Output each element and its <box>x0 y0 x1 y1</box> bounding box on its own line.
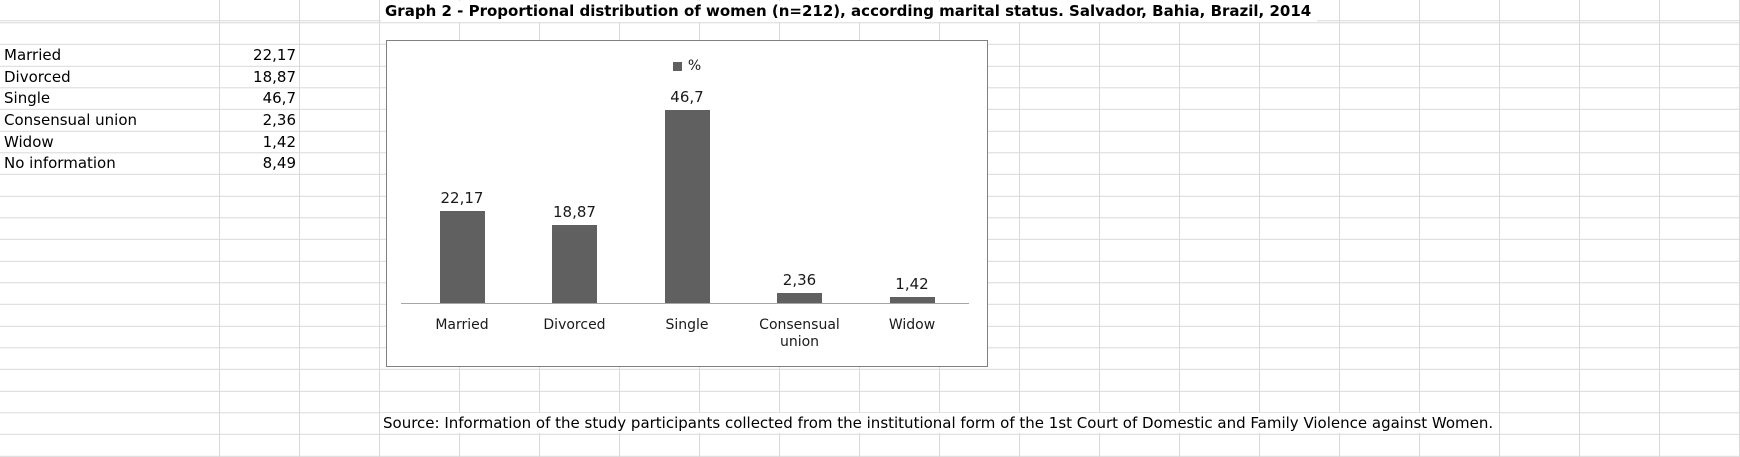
x-axis-line <box>401 303 969 304</box>
bar-value-label: 1,42 <box>895 275 929 293</box>
table-cell-label[interactable]: Consensual union <box>4 110 138 129</box>
plot-area: 22,17 18,87 46,7 2,36 1,42 <box>387 41 987 303</box>
source-note-cell[interactable]: Source: Information of the study partici… <box>381 413 1500 433</box>
legend-label: % <box>687 58 702 74</box>
table-row: Divorced 18,87 <box>0 67 300 89</box>
category-label: Married <box>435 317 489 333</box>
category-label: Divorced <box>543 317 606 333</box>
table-row: Consensual union 2,36 <box>0 110 300 132</box>
table-cell-value[interactable]: 46,7 <box>262 89 296 108</box>
table-row: Married 22,17 <box>0 45 300 67</box>
legend-swatch-icon <box>672 61 682 71</box>
bar-single[interactable] <box>664 110 710 303</box>
bar-value-label: 46,7 <box>670 88 704 106</box>
bar-value-label: 18,87 <box>553 203 596 221</box>
bar-value-label: 22,17 <box>440 189 484 207</box>
chart-title-cell[interactable]: Graph 2 - Proportional distribution of w… <box>381 1 1318 22</box>
bar-married[interactable] <box>439 211 485 303</box>
table-cell-value[interactable]: 18,87 <box>253 67 296 86</box>
table-row: Widow 1,42 <box>0 132 300 154</box>
bar-divorced[interactable] <box>552 225 597 303</box>
category-label: Single <box>665 317 709 333</box>
table-cell-value[interactable]: 1,42 <box>262 132 296 151</box>
table-cell-label[interactable]: Single <box>4 89 51 108</box>
bar-consensual-union[interactable] <box>777 293 822 303</box>
table-cell-label[interactable]: Divorced <box>4 67 71 86</box>
table-cell-label[interactable]: Widow <box>4 132 54 151</box>
table-cell-value[interactable]: 22,17 <box>253 46 296 64</box>
table-cell-value[interactable]: 2,36 <box>262 110 296 129</box>
category-label: Widow <box>888 317 936 333</box>
table-cell-value[interactable]: 8,49 <box>262 154 296 173</box>
bar-value-label: 2,36 <box>782 271 817 289</box>
table-cell-label[interactable]: Married <box>4 46 62 64</box>
table-row: No information 8,49 <box>0 153 300 175</box>
category-label: Consensual union <box>759 317 840 350</box>
bar-widow[interactable] <box>889 297 935 303</box>
chart-legend[interactable]: % <box>387 58 987 74</box>
table-row: Single 46,7 <box>0 88 300 110</box>
table-cell-label[interactable]: No information <box>4 154 116 173</box>
bar-chart[interactable]: % 22,17 18,87 46,7 2,36 1,42 Married Divorced… <box>386 40 988 367</box>
marital-status-table: Married 22,17 Divorced 18,87 Single 46,7 Conse… <box>0 45 300 175</box>
